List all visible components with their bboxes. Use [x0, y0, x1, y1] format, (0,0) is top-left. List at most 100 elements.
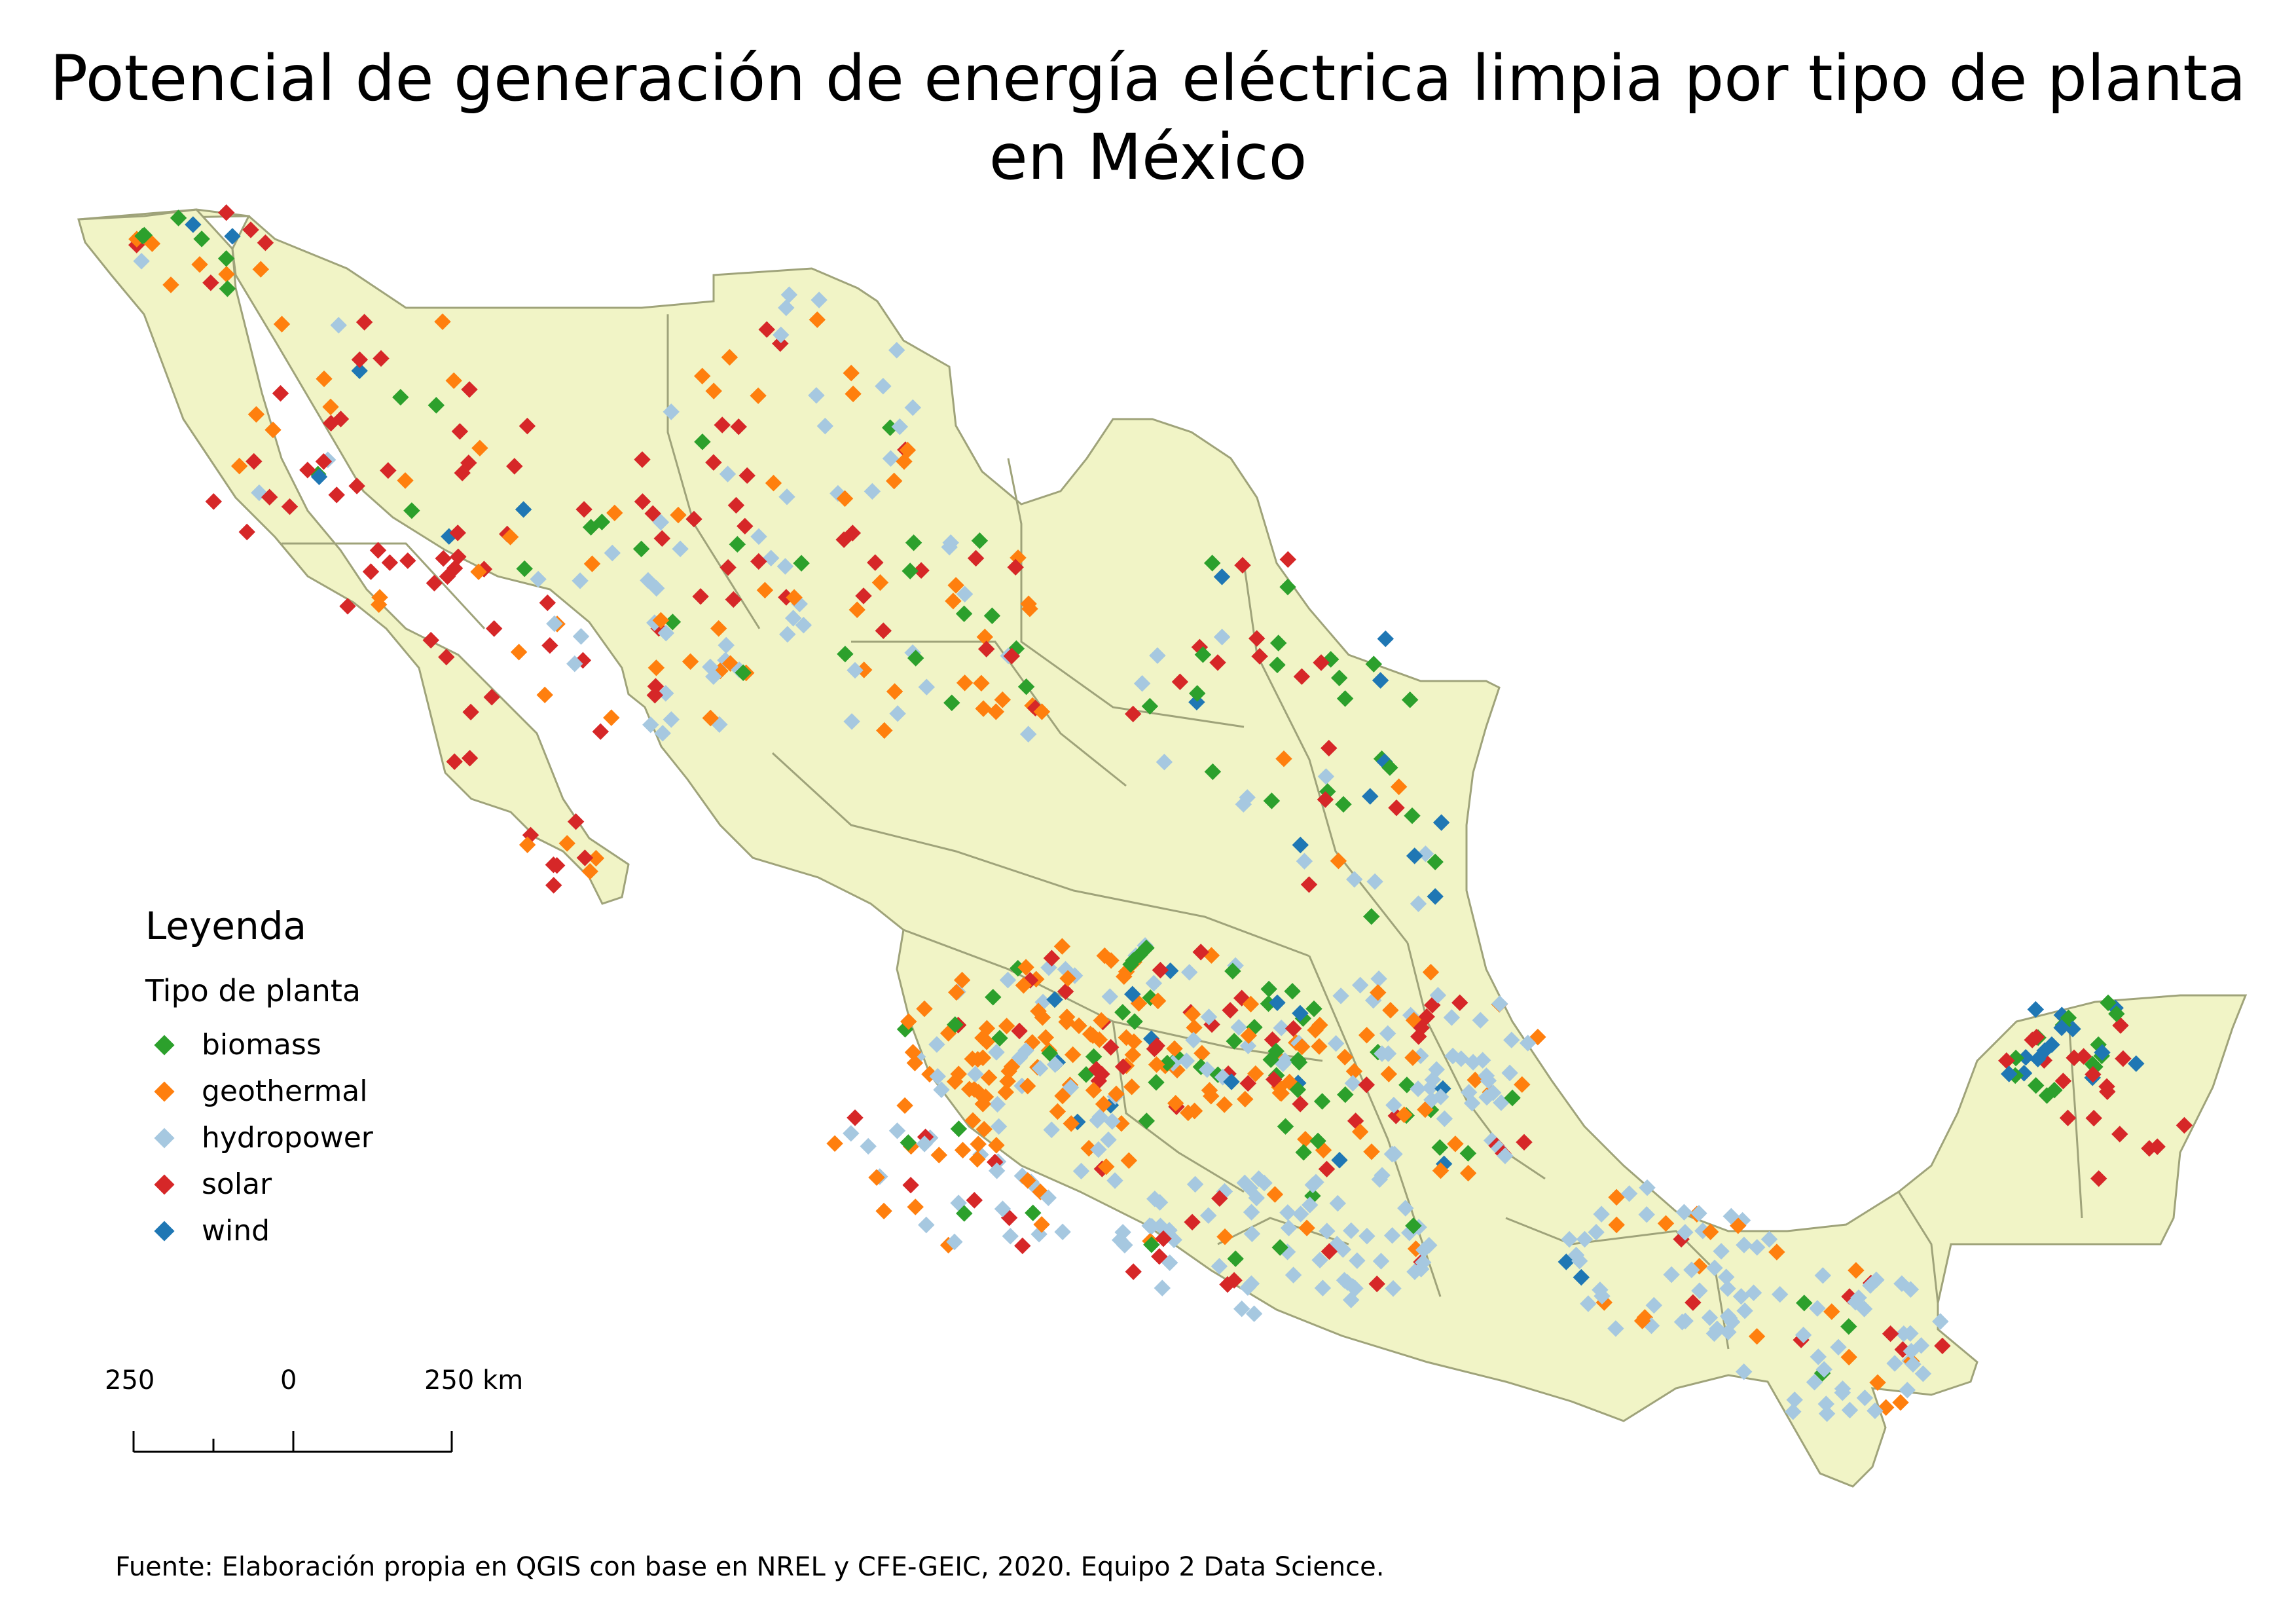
state-borders — [282, 314, 2083, 1350]
geothermal-plant-point — [162, 276, 179, 293]
solar-plant-point — [592, 723, 610, 740]
wind-plant-point — [515, 501, 532, 518]
solar-plant-point — [644, 505, 661, 522]
solar-plant-point — [575, 501, 592, 518]
geothermal-plant-point — [510, 644, 528, 661]
solar-plant-point — [242, 221, 259, 238]
hydropower-plant-point — [572, 628, 590, 645]
solar-plant-point — [1125, 1263, 1142, 1280]
solar-plant-point — [519, 417, 536, 435]
geothermal-plant-point — [191, 256, 208, 273]
mainland-polygon — [78, 208, 2248, 1488]
geothermal-plant-point — [896, 1097, 913, 1115]
geothermal-plant-point — [930, 1147, 948, 1164]
geothermal-plant-point — [1869, 1374, 1886, 1392]
geothermal-plant-point — [264, 421, 282, 439]
hydropower-plant-point — [1867, 1402, 1884, 1420]
solar-plant-point — [634, 493, 651, 510]
solar-plant-point — [634, 451, 651, 468]
legend-label: biomass — [202, 1028, 321, 1061]
geothermal-swatch-icon — [154, 1080, 175, 1102]
solar-plant-point — [539, 594, 556, 612]
solar-plant-point — [238, 523, 255, 541]
hydropower-plant-point — [1841, 1401, 1859, 1419]
solar-plant-point — [460, 454, 477, 471]
hydropower-plant-point — [1914, 1365, 1932, 1382]
hydropower-plant-point — [133, 253, 150, 270]
hydropower-plant-point — [860, 1137, 877, 1155]
hydropower-plant-point — [1735, 1363, 1753, 1380]
solar-plant-point — [373, 350, 390, 367]
solar-plant-point — [217, 204, 235, 221]
geothermal-plant-point — [247, 406, 265, 423]
title-line-2: en México — [989, 120, 1307, 194]
legend-item-biomass: biomass — [145, 1022, 373, 1068]
hydropower-plant-point — [647, 580, 665, 597]
source-note: Fuente: Elaboración propia en QGIS con b… — [115, 1552, 1385, 1582]
hydropower-plant-point — [530, 570, 547, 588]
geothermal-plant-point — [603, 709, 620, 726]
biomass-plant-point — [193, 231, 210, 248]
biomass-swatch-icon — [154, 1034, 175, 1056]
solar-swatch-icon — [154, 1173, 175, 1195]
solar-plant-point — [315, 453, 333, 470]
solar-plant-point — [485, 620, 503, 637]
legend-item-geothermal: geothermal — [145, 1068, 373, 1115]
geothermal-plant-point — [536, 686, 553, 703]
biomass-plant-point — [582, 519, 600, 536]
hydropower-plant-point — [843, 1125, 860, 1142]
hydropower-plant-point — [1856, 1389, 1874, 1407]
geothermal-plant-point — [434, 313, 451, 331]
solar-plant-point — [299, 462, 316, 479]
hydropower-plant-point — [1886, 1355, 1903, 1372]
solar-plant-point — [446, 560, 464, 577]
hydropower-plant-point — [663, 711, 680, 728]
legend-heading: Leyenda — [145, 904, 307, 948]
hydropower-plant-point — [1054, 1223, 1071, 1240]
solar-plant-point — [541, 637, 558, 654]
biomass-plant-point — [428, 397, 445, 414]
biomass-plant-point — [516, 560, 533, 578]
solar-plant-point — [348, 477, 365, 494]
hydropower-plant-point — [1834, 1380, 1851, 1397]
geothermal-plant-point — [397, 472, 414, 489]
geothermal-plant-point — [583, 555, 601, 572]
geothermal-plant-point — [218, 266, 235, 283]
hydropower-plant-point — [1830, 1338, 1847, 1356]
solar-plant-point — [461, 381, 478, 398]
title-line-1: Potencial de generación de energía eléct… — [50, 42, 2246, 115]
biomass-plant-point — [403, 502, 420, 519]
hydropower-plant-point — [888, 1122, 906, 1139]
solar-plant-point — [205, 493, 223, 510]
biomass-plant-point — [632, 540, 650, 558]
solar-plant-point — [261, 489, 278, 506]
geothermal-plant-point — [652, 612, 670, 629]
legend-label: hydropower — [202, 1121, 373, 1154]
solar-plant-point — [426, 574, 443, 592]
geothermal-plant-point — [445, 372, 462, 390]
legend-label: solar — [202, 1168, 272, 1201]
solar-plant-point — [322, 415, 340, 432]
scale-bar-graphic — [132, 1431, 453, 1453]
biomass-plant-point — [134, 227, 151, 245]
hydropower-plant-point — [330, 316, 347, 334]
wind-plant-point — [224, 228, 241, 245]
biomass-plant-point — [1336, 690, 1354, 707]
hydropower-plant-point — [604, 544, 621, 562]
geothermal-plant-point — [826, 1135, 843, 1153]
hydropower-plant-point — [1002, 1227, 1019, 1245]
legend-subtitle: Tipo de planta — [145, 973, 361, 1008]
legend-item-wind: wind — [145, 1208, 373, 1254]
geothermal-plant-point — [647, 659, 665, 676]
solar-plant-point — [435, 550, 452, 567]
solar-plant-point — [355, 314, 373, 331]
biomass-plant-point — [219, 280, 236, 297]
legend: Leyenda Tipo de planta biomass geotherma… — [145, 904, 373, 1254]
solar-plant-point — [422, 631, 439, 649]
geothermal-plant-point — [1892, 1393, 1909, 1411]
geothermal-plant-point — [954, 1141, 972, 1159]
solar-plant-point — [1279, 551, 1297, 568]
biomass-plant-point — [950, 1120, 968, 1137]
hydropower-plant-point — [657, 625, 675, 642]
